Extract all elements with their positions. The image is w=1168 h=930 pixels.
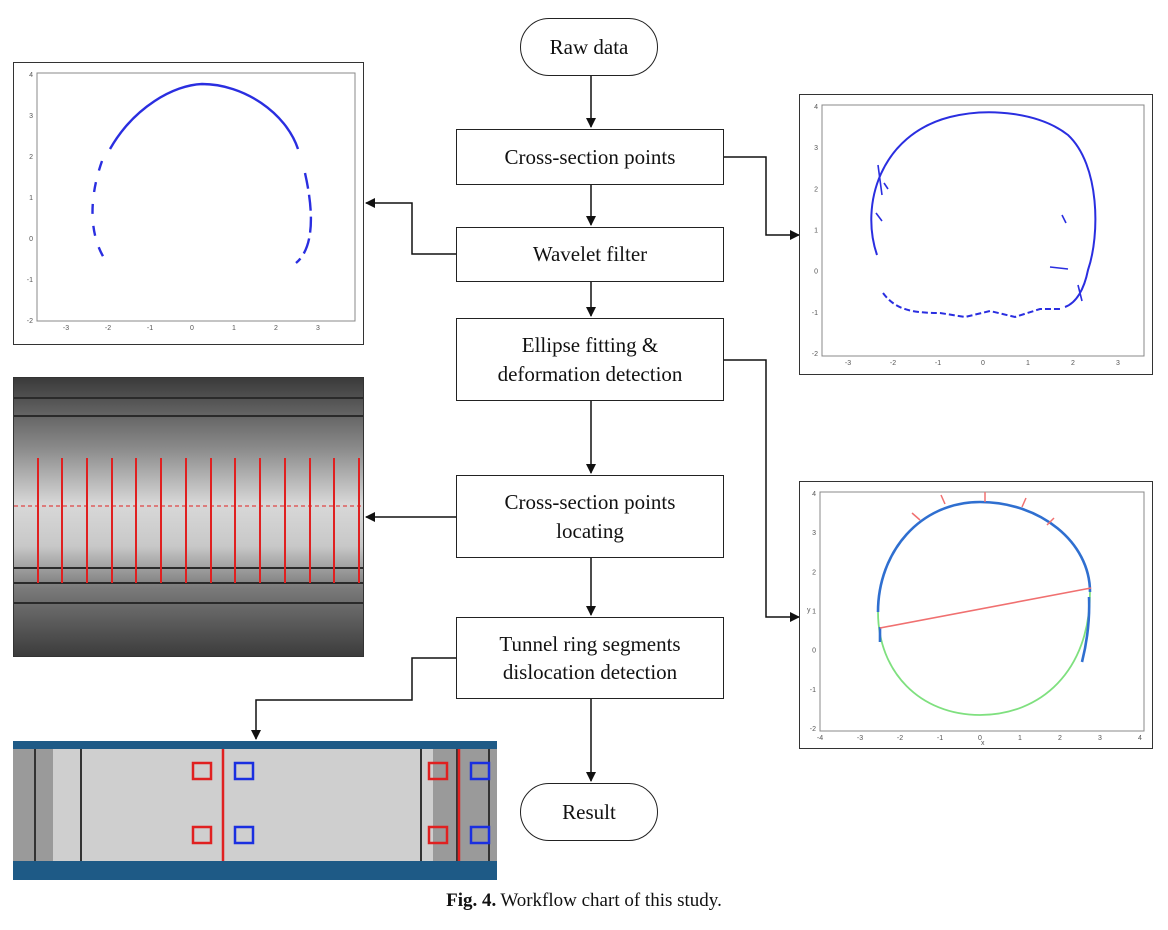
result-node: Result: [520, 783, 658, 841]
filtered-plot-y-tick-label: 4: [29, 72, 33, 79]
ellipse-fitting-label-line1: Ellipse fitting &: [521, 333, 659, 358]
ellipse-fit-plot-y-tick-label: -1: [810, 687, 816, 694]
filtered-plot-y-tick-label: -1: [27, 277, 33, 284]
dislocation-scan-image: [13, 741, 497, 880]
ellipse-fit-plot: -4 -3 -2 -1 0 1 2 3 4 4 3 2 1 0 -1 -2 y x: [799, 481, 1153, 749]
ellipse-fit-plot-y-tick-label: -2: [810, 726, 816, 733]
wavelet-filter-node: Wavelet filter: [456, 227, 724, 282]
raw-data-label: Raw data: [549, 34, 629, 59]
filtered-arc-right: [295, 172, 313, 264]
ellipse-fit-plot-y-tick-label: 0: [812, 648, 816, 655]
tunnel-ring-label-line1: Tunnel ring segments: [499, 631, 681, 656]
ellipse-fit-ylabel: y: [807, 607, 811, 614]
ellipse-fit-plot-y-tick-label: 2: [812, 569, 816, 576]
fitted-upper-arc: [876, 500, 1092, 613]
filtered-plot-y-tick-label: 0: [29, 236, 33, 243]
raw-section-plot-y-tick-label: -2: [812, 351, 818, 358]
raw-section-plot-x-tick-label: 0: [981, 360, 985, 367]
major-axis-line: [879, 587, 1092, 629]
filtered-plot-x-tick-label: 0: [190, 325, 194, 332]
arrow-ellipse-to-fit-plot: [724, 359, 800, 622]
raw-section-plot-x-tick-label: 2: [1071, 360, 1075, 367]
filtered-section-plot: -3 -2 -1 0 1 2 3 4 3 2 1 0 -1 -2: [13, 62, 364, 345]
filtered-plot-x-tick-label: -3: [63, 325, 69, 332]
arrow-tunnel-to-scan: [251, 657, 456, 740]
ellipse-fit-plot-y-tick-label: 3: [812, 530, 816, 537]
raw-section-plot-x-tick-label: -1: [935, 360, 941, 367]
filtered-plot-y-tick-label: 3: [29, 113, 33, 120]
ellipse-fit-plot-x-tick-label: 1: [1018, 735, 1022, 742]
ellipse-fit-plot-y-tick-label: 4: [812, 491, 816, 498]
ellipse-fit-plot-x-tick-label: -2: [897, 735, 903, 742]
cross-section-locating-label-line2: locating: [556, 518, 624, 543]
ring-joint-lines: [221, 749, 461, 861]
filtered-plot-x-tick-label: -2: [105, 325, 111, 332]
filtered-arc-left: [91, 160, 106, 259]
tunnel-ring-label-line2: dislocation detection: [502, 660, 678, 684]
figure-caption: Fig. 4. Workflow chart of this study.: [0, 890, 1168, 912]
raw-section-plot: -3 -2 -1 0 1 2 3 4 3 2 1 0 -1 -2: [799, 94, 1153, 375]
ellipse-fit-plot-x-tick-label: 3: [1098, 735, 1102, 742]
figure-caption-label: Fig. 4.: [446, 890, 497, 911]
filtered-plot-y-tick-label: -2: [27, 318, 33, 325]
fitted-side-segments: [878, 596, 1091, 663]
arrow-filter-to-filtered-plot: [365, 198, 456, 255]
filtered-plot-y-tick-label: 1: [29, 195, 33, 202]
raw-section-plot-x-tick-label: -2: [890, 360, 896, 367]
cross-section-locating-node: Cross-section points locating: [456, 475, 724, 558]
raw-section-plot-y-tick-label: 4: [814, 104, 818, 111]
raw-section-plot-y-tick-label: 0: [814, 269, 818, 276]
filtered-plot-y-tick-label: 2: [29, 154, 33, 161]
ellipse-fit-plot-y-tick-label: 1: [812, 609, 816, 616]
raw-section-plot-y-tick-label: 2: [814, 186, 818, 193]
raw-section-plot-y-tick-label: 1: [814, 228, 818, 235]
dislocation-markers-red: [191, 761, 449, 845]
arrow-points-to-raw-plot: [724, 156, 800, 240]
raw-section-noise: [875, 164, 1083, 302]
raw-section-plot-x-tick-label: 1: [1026, 360, 1030, 367]
ellipse-fit-plot-x-tick-label: 2: [1058, 735, 1062, 742]
cross-section-points-label: Cross-section points: [504, 144, 676, 169]
filtered-plot-x-tick-label: 3: [316, 325, 320, 332]
raw-section-floor: [882, 292, 1062, 319]
raw-section-plot-y-tick-label: -1: [812, 310, 818, 317]
filtered-arc-top: [108, 82, 300, 150]
ellipse-fit-plot-x-tick-label: 4: [1138, 735, 1142, 742]
cross-section-markers: [37, 458, 360, 583]
filtered-plot-x-tick-label: -1: [147, 325, 153, 332]
dislocation-markers-blue: [233, 761, 491, 845]
ellipse-fit-xlabel: x: [981, 740, 985, 747]
ellipse-fit-plot-x-tick-label: -3: [857, 735, 863, 742]
deformation-ticks: [911, 492, 1055, 526]
tunnel-ring-node: Tunnel ring segments dislocation detecti…: [456, 617, 724, 699]
raw-data-node: Raw data: [520, 18, 658, 76]
ellipse-fit-plot-x-tick-label: -4: [817, 735, 823, 742]
filtered-plot-x-tick-label: 2: [274, 325, 278, 332]
cross-section-locating-label-line1: Cross-section points: [504, 490, 676, 515]
cross-section-points-node: Cross-section points: [456, 129, 724, 185]
wavelet-filter-label: Wavelet filter: [532, 242, 648, 267]
ellipse-fitting-label-line2: deformation detection: [497, 361, 683, 386]
raw-section-plot-x-tick-label: -3: [845, 360, 851, 367]
ellipse-fitting-node: Ellipse fitting & deformation detection: [456, 318, 724, 401]
raw-section-ring: [870, 111, 1097, 308]
figure-caption-text: Workflow chart of this study.: [500, 890, 722, 911]
filtered-plot-x-tick-label: 1: [232, 325, 236, 332]
ellipse-fit-plot-x-tick-label: 0: [978, 735, 982, 742]
result-label: Result: [562, 799, 616, 824]
fitted-lower-arc: [877, 591, 1091, 716]
ellipse-fit-plot-x-tick-label: -1: [937, 735, 943, 742]
raw-section-plot-y-tick-label: 3: [814, 145, 818, 152]
locating-image: [13, 377, 364, 657]
raw-section-plot-x-tick-label: 3: [1116, 360, 1120, 367]
